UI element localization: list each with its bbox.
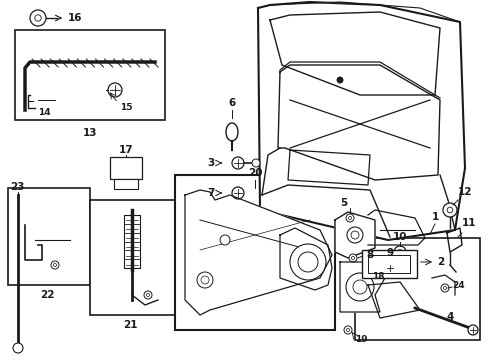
- Polygon shape: [339, 262, 384, 312]
- Circle shape: [384, 263, 394, 273]
- Text: 10: 10: [392, 232, 407, 242]
- Circle shape: [30, 10, 46, 26]
- Text: 15: 15: [120, 103, 132, 112]
- Circle shape: [348, 254, 356, 262]
- Text: 14: 14: [38, 108, 51, 117]
- Polygon shape: [367, 282, 419, 318]
- Text: 3: 3: [207, 158, 215, 168]
- Polygon shape: [280, 228, 331, 290]
- Circle shape: [351, 256, 354, 260]
- Text: 21: 21: [122, 320, 137, 330]
- Circle shape: [297, 252, 317, 272]
- Bar: [90, 200, 175, 315]
- Text: 8: 8: [365, 250, 372, 260]
- Circle shape: [346, 328, 349, 332]
- Circle shape: [299, 245, 319, 265]
- Text: 19: 19: [354, 335, 367, 344]
- Circle shape: [346, 214, 353, 222]
- Bar: [114, 179, 138, 189]
- Circle shape: [440, 284, 448, 292]
- Text: 5: 5: [340, 198, 347, 208]
- Circle shape: [443, 287, 446, 289]
- Ellipse shape: [225, 123, 238, 141]
- Circle shape: [35, 15, 41, 21]
- Text: 24: 24: [451, 280, 464, 289]
- Text: 9: 9: [386, 248, 393, 258]
- Text: 4: 4: [446, 312, 453, 322]
- Circle shape: [231, 187, 244, 199]
- Circle shape: [201, 276, 208, 284]
- Text: 13: 13: [82, 128, 97, 138]
- Polygon shape: [184, 190, 331, 315]
- Circle shape: [442, 203, 456, 217]
- Circle shape: [146, 293, 149, 297]
- Bar: [124, 215, 140, 268]
- Text: 16: 16: [68, 13, 82, 23]
- Text: 1: 1: [430, 212, 438, 222]
- Circle shape: [251, 159, 260, 167]
- Circle shape: [197, 272, 213, 288]
- Circle shape: [13, 343, 23, 353]
- Bar: [354, 238, 479, 340]
- Circle shape: [289, 244, 325, 280]
- Bar: [367, 255, 409, 273]
- Circle shape: [447, 207, 452, 213]
- Text: 23: 23: [10, 182, 24, 192]
- Circle shape: [231, 157, 244, 169]
- Bar: [110, 157, 142, 179]
- Circle shape: [305, 250, 314, 260]
- Circle shape: [350, 231, 358, 239]
- Text: 7: 7: [207, 188, 215, 198]
- Bar: [361, 250, 416, 278]
- Text: 20: 20: [247, 168, 262, 178]
- Bar: [15, 30, 164, 120]
- Text: 2: 2: [436, 257, 443, 267]
- Text: 17: 17: [119, 145, 133, 155]
- Circle shape: [343, 326, 351, 334]
- Text: 6: 6: [228, 98, 235, 108]
- Circle shape: [346, 273, 373, 301]
- Circle shape: [143, 291, 152, 299]
- Circle shape: [467, 325, 477, 335]
- Circle shape: [397, 249, 402, 255]
- Polygon shape: [334, 212, 374, 258]
- Circle shape: [352, 280, 366, 294]
- Bar: [8, 188, 90, 285]
- Circle shape: [108, 83, 122, 97]
- Text: 22: 22: [40, 290, 54, 300]
- Circle shape: [346, 227, 362, 243]
- Circle shape: [51, 261, 59, 269]
- Bar: [175, 175, 334, 330]
- Circle shape: [347, 216, 351, 220]
- Circle shape: [336, 77, 342, 83]
- Text: 11: 11: [461, 218, 475, 228]
- Circle shape: [220, 235, 229, 245]
- Text: 18: 18: [371, 272, 384, 281]
- Circle shape: [393, 246, 405, 258]
- Text: 12: 12: [457, 187, 471, 197]
- Polygon shape: [258, 2, 464, 240]
- Circle shape: [53, 264, 57, 267]
